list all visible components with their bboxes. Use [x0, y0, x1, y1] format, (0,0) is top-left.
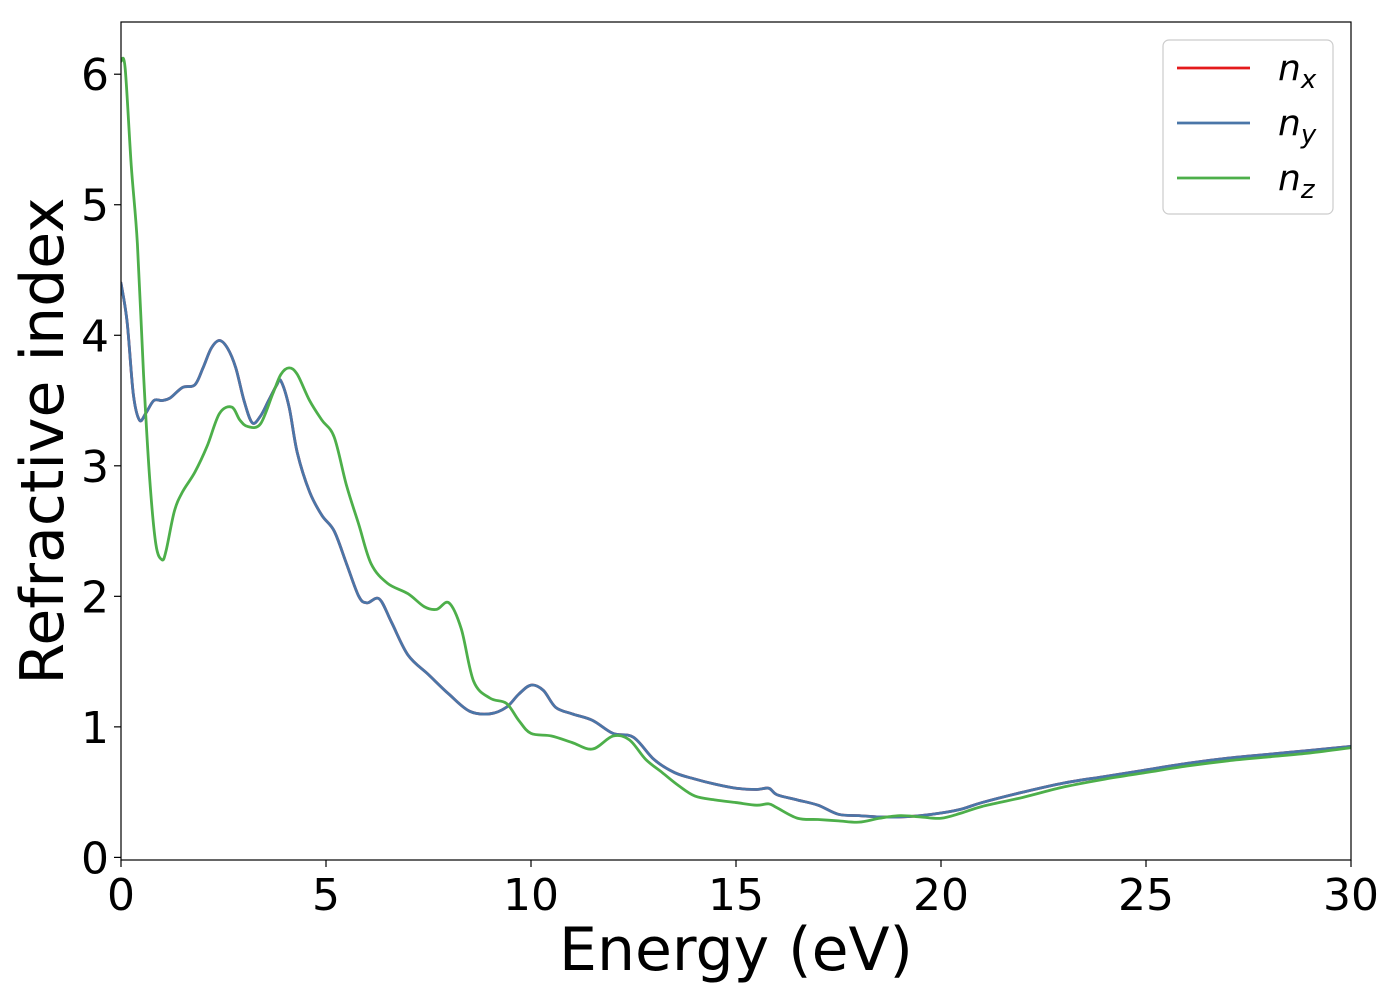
- y-tick-label: 1: [81, 703, 109, 754]
- x-tick-label: 5: [312, 870, 340, 921]
- y-tick-label: 4: [81, 311, 109, 362]
- x-tick-label: 10: [503, 870, 559, 921]
- x-tick-label: 25: [1118, 870, 1174, 921]
- x-tick-label: 0: [107, 870, 135, 921]
- x-axis-title: Energy (eV): [559, 915, 913, 985]
- y-tick-label: 3: [81, 442, 109, 493]
- x-axis-ticks: 0 5 10 15 20 25 30: [107, 860, 1379, 921]
- x-tick-label: 20: [913, 870, 969, 921]
- y-tick-label: 5: [81, 181, 109, 232]
- y-tick-label: 2: [81, 572, 109, 623]
- y-axis-title: Refractive index: [8, 197, 78, 684]
- x-tick-label: 15: [708, 870, 764, 921]
- y-axis-ticks: 0 1 2 3 4 5 6: [81, 50, 121, 884]
- plot-lines: [121, 56, 1351, 824]
- series-line-ny: [121, 281, 1351, 819]
- legend-box: [1162, 39, 1334, 215]
- x-tick-label: 30: [1323, 870, 1379, 921]
- y-tick-label: 0: [81, 833, 109, 884]
- series-line-nz: [121, 56, 1351, 824]
- y-tick-label: 6: [81, 50, 109, 101]
